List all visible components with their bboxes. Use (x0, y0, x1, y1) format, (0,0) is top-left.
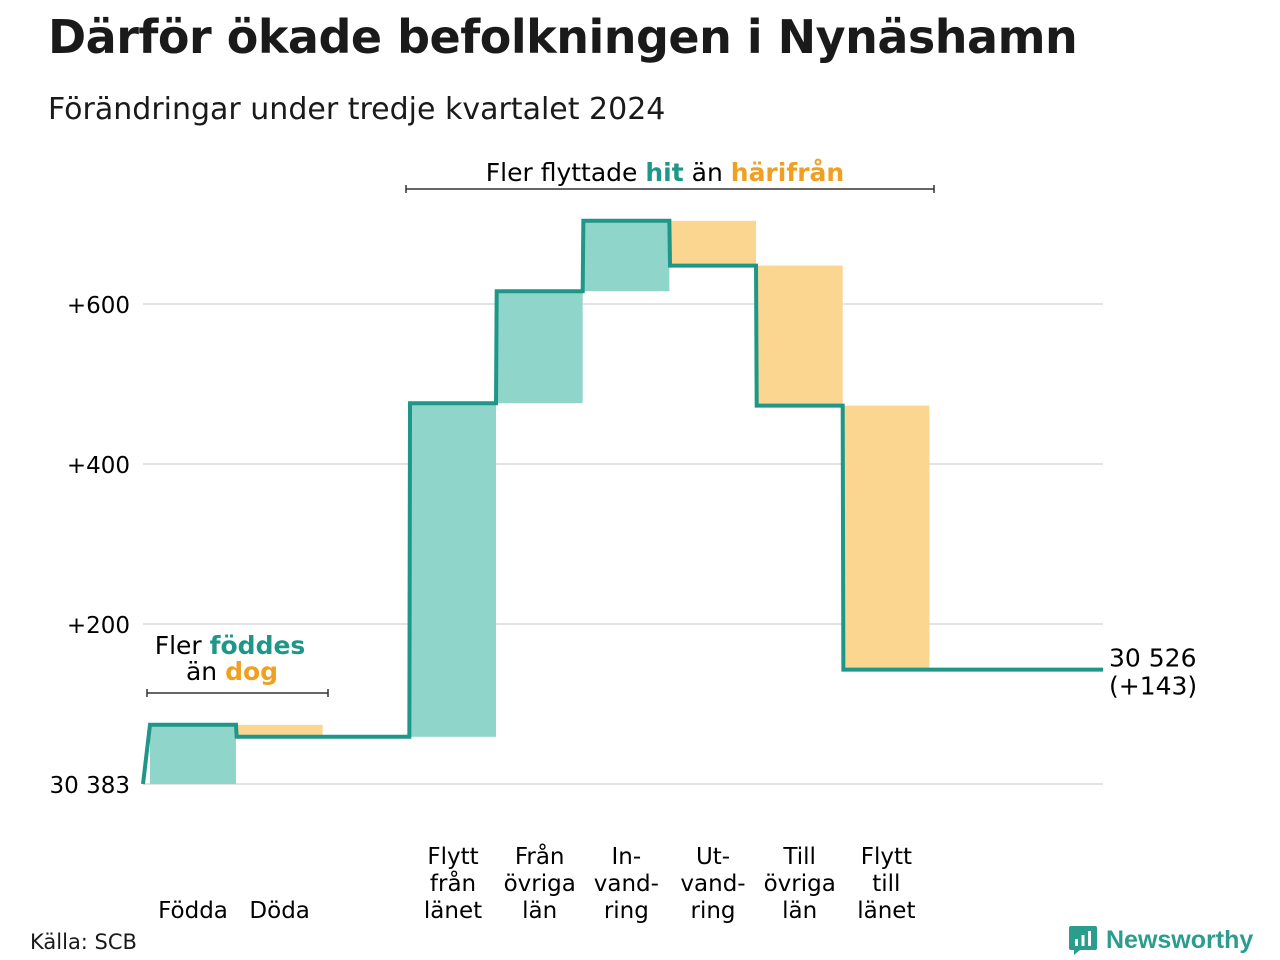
x-category-label: från (430, 869, 476, 897)
brand-logo[interactable]: Newsworthy (1068, 924, 1253, 956)
annotation-highlight-deaths: dog (225, 657, 278, 686)
x-category-label: Flytt (427, 844, 478, 870)
x-category-label: till (872, 871, 900, 897)
y-tick-label: +200 (67, 613, 130, 639)
annotation-bracket-natural (146, 689, 329, 697)
x-category-label: Födda (158, 898, 228, 924)
source-note: Källa: SCB (30, 930, 137, 954)
waterfall-bar-invandring (583, 220, 670, 292)
x-category-label: övriga (764, 871, 836, 897)
waterfall-bar-till_ovriga_lan (756, 265, 843, 406)
x-category-label: övriga (504, 871, 576, 897)
x-category-label: ring (691, 898, 736, 924)
end-change-label: (+143) (1109, 672, 1197, 701)
x-category-label: In- (612, 844, 642, 870)
x-category-label: länet (424, 898, 482, 924)
annotation-births-line1: Fler föddes (155, 631, 306, 660)
x-category-label: Till (782, 844, 816, 870)
annotation-text: än (186, 657, 225, 686)
annotation-text: än (684, 158, 731, 187)
y-tick-label: +400 (67, 453, 130, 479)
x-category-label: vand- (594, 871, 659, 897)
x-category-label: Flytt (861, 844, 912, 870)
x-category-label: län (522, 898, 557, 924)
annotation-births-line2: än dog (186, 657, 278, 686)
chart-title: Därför ökade befolkningen i Nynäshamn (48, 10, 1078, 64)
x-category-label: Ut- (696, 844, 730, 870)
x-category-label: Från (515, 842, 565, 870)
annotation-highlight-births: föddes (210, 631, 306, 660)
x-category-label: län (782, 898, 817, 924)
waterfall-bar-fodda (150, 724, 236, 784)
annotation-highlight-hit: hit (645, 158, 683, 187)
y-tick-label: +600 (67, 293, 130, 319)
annotation-text: Fler flyttade (486, 158, 646, 187)
newsworthy-logo-icon (1069, 926, 1097, 955)
baseline-label: 30 383 (50, 773, 130, 799)
x-category-label: Döda (249, 898, 309, 924)
annotation-bracket-migration (405, 185, 935, 193)
x-category-label: länet (857, 898, 915, 924)
x-category-label: vand- (680, 871, 745, 897)
x-category-label: ring (604, 898, 649, 924)
annotation-highlight-harifran: härifrån (731, 158, 844, 187)
waterfall-bar-utvandring (670, 220, 757, 266)
chart-subtitle: Förändringar under tredje kvartalet 2024 (48, 92, 666, 127)
annotation-text: Fler (155, 631, 210, 660)
annotation-migration: Fler flyttade hit än härifrån (486, 158, 844, 187)
end-value-label: 30 526 (1109, 644, 1196, 673)
brand-name: Newsworthy (1106, 925, 1254, 954)
waterfall-bar-flytt_fran_lanet (410, 403, 497, 737)
waterfall-bar-flytt_till_lanet (843, 405, 930, 670)
waterfall-bar-fran_ovriga_lan (496, 291, 583, 404)
waterfall-bar-doda (236, 724, 323, 737)
cumulative-step-line (141, 218, 1103, 785)
